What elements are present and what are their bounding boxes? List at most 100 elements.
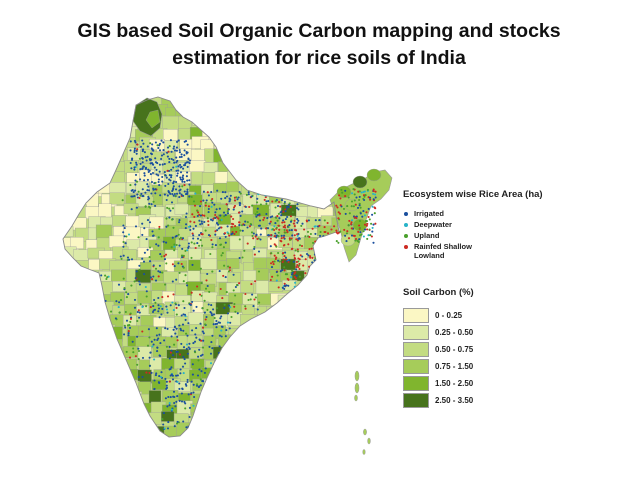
rice-point: [335, 229, 338, 232]
rice-point: [374, 193, 377, 196]
rice-point: [372, 241, 375, 244]
soil-class-swatch: [403, 325, 429, 340]
rice-point: [362, 210, 365, 213]
rice-point: [358, 204, 361, 207]
rice-point: [371, 213, 374, 216]
legend-label-rainfed-shallow-lowland: Rainfed Shallow Lowland: [414, 242, 472, 260]
rice-point: [345, 232, 348, 235]
legend-label-deepwater: Deepwater: [414, 220, 452, 229]
rice-point: [368, 218, 371, 221]
rice-point: [344, 189, 347, 192]
rice-point: [371, 226, 374, 229]
soil-class-3: 0.75 - 1.50: [403, 359, 513, 374]
rice-point: [357, 230, 360, 233]
rice-point: [337, 241, 340, 244]
rice-point: [339, 204, 342, 207]
rice-point: [365, 224, 368, 227]
upland-dot-icon: [404, 233, 408, 238]
rice-point: [363, 228, 367, 231]
soil-class-swatch: [403, 342, 429, 357]
rice-point: [358, 219, 361, 223]
legend-item-irrigated: Irrigated: [403, 209, 523, 218]
rice-point: [337, 211, 340, 214]
soil-class-label: 0.75 - 1.50: [435, 362, 474, 371]
soil-class-swatch: [403, 359, 429, 374]
soil-carbon-legend-title: Soil Carbon (%): [403, 287, 474, 298]
soil-class-swatch: [403, 308, 429, 323]
rainfed-shallow-lowland-dot-icon: [404, 244, 408, 249]
rice-point: [355, 217, 358, 220]
rice-point: [372, 189, 375, 193]
rice-point: [358, 198, 361, 202]
title-line-1: GIS based Soil Organic Carbon mapping an…: [77, 20, 561, 42]
rice-point: [373, 212, 376, 215]
rice-point: [371, 230, 374, 233]
rice-point: [366, 228, 369, 231]
rice-point: [359, 212, 362, 215]
rice-point: [351, 219, 354, 222]
rice-point: [347, 224, 350, 227]
legend-label-upland: Upland: [414, 231, 440, 240]
soil-class-swatch: [403, 393, 429, 408]
rice-point: [350, 205, 353, 208]
soil-class-label: 0.50 - 0.75: [435, 345, 474, 354]
rice-point: [366, 237, 369, 240]
rice-point: [344, 212, 347, 215]
rice-point: [348, 212, 351, 215]
rice-point: [370, 235, 373, 238]
soil-class-1: 0.25 - 0.50: [403, 325, 513, 340]
rice-point: [369, 234, 372, 237]
rice-point: [363, 190, 366, 193]
rice-point: [367, 207, 370, 210]
rice-point: [367, 215, 370, 219]
rice-point: [366, 222, 369, 225]
rice-point: [352, 205, 355, 208]
rice-point: [354, 237, 358, 241]
rice-point: [353, 193, 356, 196]
rice-point: [363, 198, 366, 202]
rice-point: [354, 239, 357, 242]
rice-point: [344, 234, 347, 237]
rice-point: [368, 228, 371, 231]
rice-point: [367, 234, 370, 237]
rice-point: [350, 227, 353, 230]
rice-point: [339, 230, 342, 233]
rice-point: [373, 206, 376, 209]
rice-point: [358, 224, 361, 227]
rice-point: [345, 240, 348, 243]
soil-carbon-legend: Soil Carbon (%) 0 - 0.25 0.25 - 0.50 0.5…: [403, 287, 513, 410]
rice-point: [338, 194, 341, 197]
rice-point: [356, 206, 360, 209]
rice-point: [353, 216, 356, 219]
soil-class-label: 0 - 0.25: [435, 311, 463, 320]
legend-label-irrigated: Irrigated: [414, 209, 445, 218]
rice-point: [336, 206, 339, 209]
deepwater-dot-icon: [404, 222, 408, 227]
soil-class-label: 2.50 - 3.50: [435, 396, 474, 405]
rice-point: [340, 188, 343, 191]
rice-point: [347, 196, 350, 199]
rice-point: [359, 206, 362, 209]
rice-point: [358, 195, 361, 198]
rice-point: [335, 204, 338, 207]
rice-point: [374, 222, 377, 225]
rice-point: [362, 235, 365, 238]
rice-point: [362, 230, 365, 233]
soil-class-label: 0.25 - 0.50: [435, 328, 474, 337]
rice-point: [358, 226, 361, 229]
rice-point: [364, 194, 367, 197]
rice-point: [360, 191, 363, 194]
rice-point: [371, 205, 374, 208]
ecosystem-legend-title: Ecosystem wise Rice Area (ha): [403, 189, 543, 200]
rice-point: [350, 200, 354, 203]
rice-point: [339, 197, 342, 200]
rice-point: [358, 238, 361, 241]
rice-point: [358, 190, 361, 193]
rice-point: [344, 195, 347, 198]
soil-class-swatch: [403, 376, 429, 391]
soil-class-4: 1.50 - 2.50: [403, 376, 513, 391]
rice-point: [335, 240, 338, 243]
rice-point: [338, 212, 342, 215]
rice-point: [358, 234, 362, 237]
